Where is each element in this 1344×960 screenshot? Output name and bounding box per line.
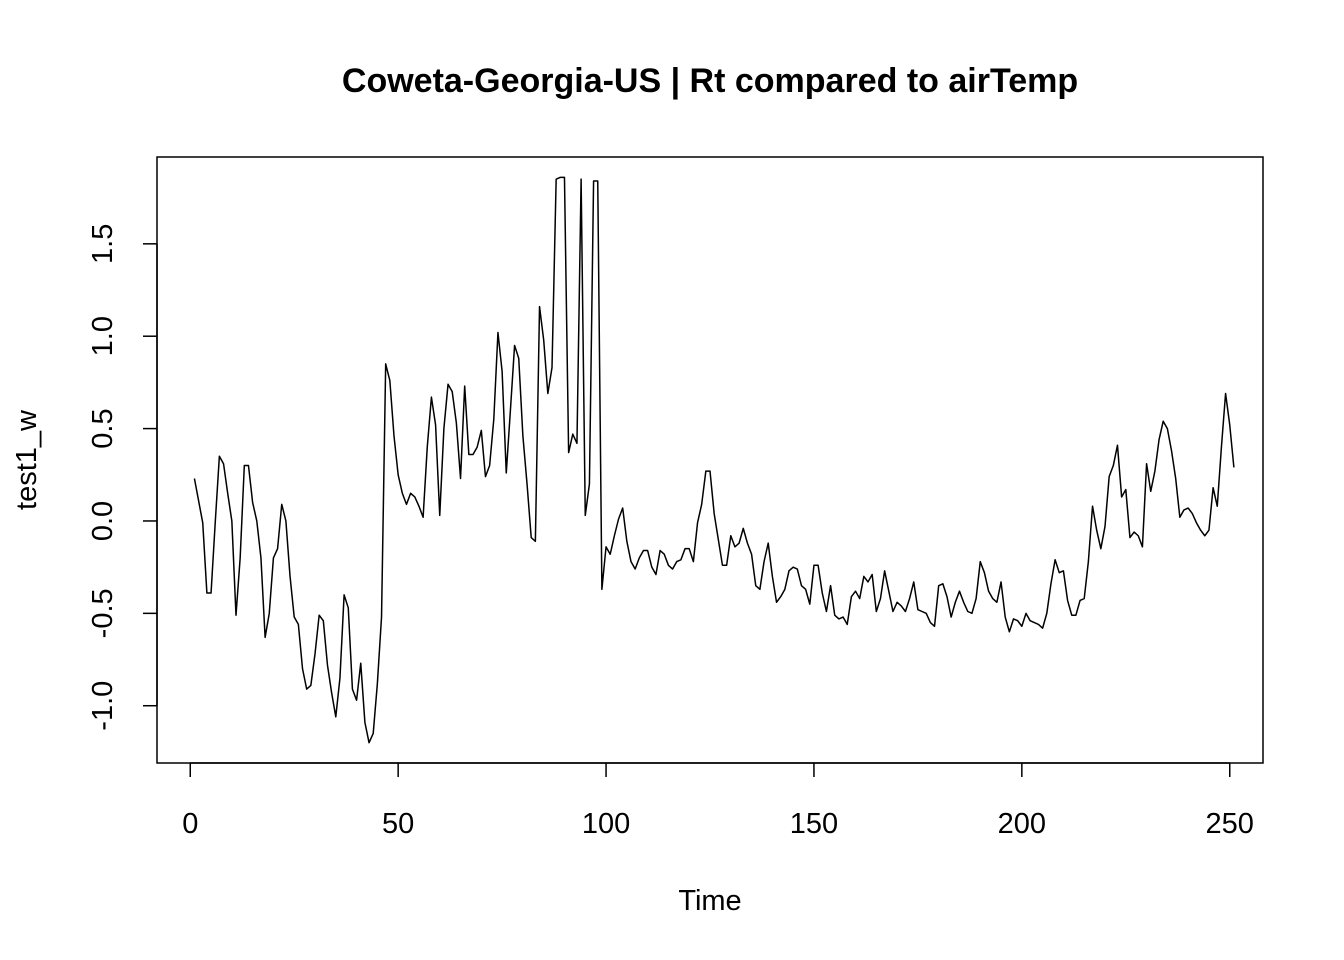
y-tick-label: 1.5 bbox=[87, 224, 119, 264]
x-tick-label: 150 bbox=[790, 808, 838, 840]
y-axis: -1.0 -0.5 0.0 0.5 1.0 1.5 bbox=[87, 224, 158, 731]
x-axis-label: Time bbox=[678, 885, 741, 917]
y-tick-label: -1.0 bbox=[87, 681, 119, 731]
y-tick-label: 0.0 bbox=[87, 501, 119, 541]
x-tick-label: 250 bbox=[1206, 808, 1254, 840]
x-axis: 0 50 100 150 200 250 bbox=[182, 762, 1254, 840]
plot-frame bbox=[156, 156, 1264, 764]
y-tick-label: 1.0 bbox=[87, 316, 119, 356]
x-tick-label: 0 bbox=[182, 808, 198, 840]
y-tick-label: 0.5 bbox=[87, 408, 119, 448]
y-tick-label: -0.5 bbox=[87, 588, 119, 638]
x-tick-label: 200 bbox=[998, 808, 1046, 840]
series-line bbox=[193, 176, 1235, 744]
x-tick-label: 50 bbox=[382, 808, 414, 840]
x-tick-label: 100 bbox=[582, 808, 630, 840]
y-axis-label: test1_w bbox=[11, 409, 43, 510]
chart-title: Coweta-Georgia-US | Rt compared to airTe… bbox=[342, 62, 1078, 100]
